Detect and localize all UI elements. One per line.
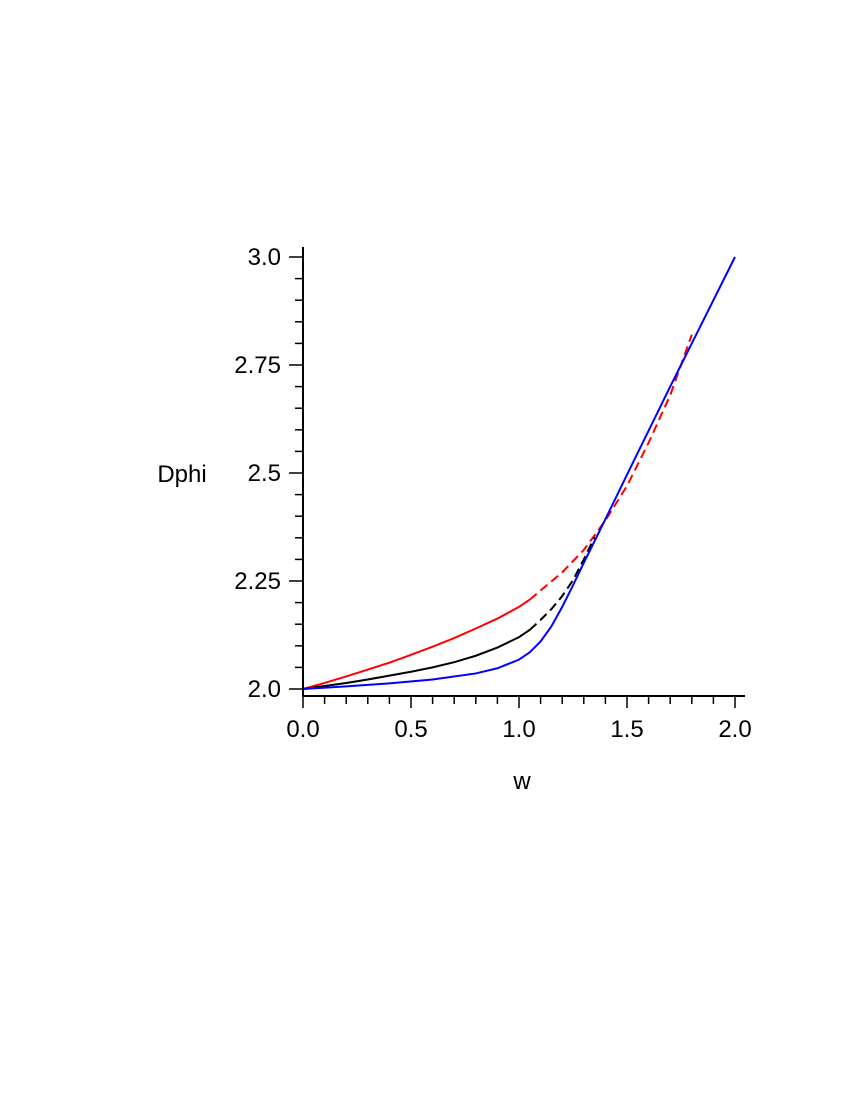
plot-lines [302,256,736,690]
series-line-dashed [529,536,596,631]
series-line-solid [302,598,531,690]
series-line-solid [302,628,531,690]
x-tick-label: 2.0 [718,716,751,743]
axes [289,247,745,708]
y-tick-label: 3.0 [248,244,281,271]
series-line [302,256,736,690]
y-tick-label: 2.75 [234,352,281,379]
x-tick-label: 0.5 [394,716,427,743]
tick-labels: 0.0 0.5 1.0 1.5 2.0 2.0 2.25 2.5 2.75 3.0 [234,244,751,743]
y-axis-label: Dphi [157,461,206,488]
x-axis-label: w [512,768,531,795]
y-tick-label: 2.0 [248,676,281,703]
x-tick-label: 1.5 [610,716,643,743]
y-tick-label: 2.25 [234,568,281,595]
x-tick-label: 1.0 [502,716,535,743]
x-tick-label: 0.0 [286,716,319,743]
series-line-dashed [529,334,693,601]
y-tick-label: 2.5 [248,460,281,487]
